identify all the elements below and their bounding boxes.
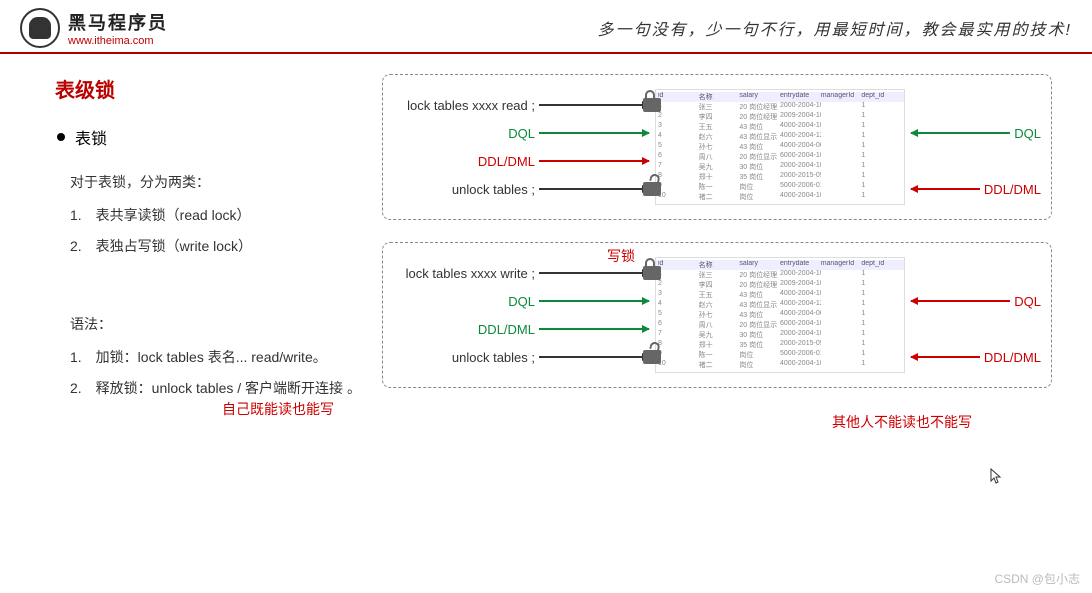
syntax-1: 1. 加锁：lock tables 表名... read/write。 (70, 342, 362, 373)
lock-closed-icon (638, 92, 666, 118)
cursor-icon (990, 468, 1002, 484)
right-column: lock tables xxxx read ; DQL DDL/DML unlo… (382, 74, 1052, 410)
arrow-icon (539, 272, 649, 274)
arrow-label: DDL/DML (389, 322, 539, 337)
arrow-icon (911, 132, 1010, 134)
arrow-label: DDL/DML (980, 350, 1041, 365)
arrow-icon (539, 328, 649, 330)
arrow-icon (911, 300, 1010, 302)
arrow-label: unlock tables ; (389, 350, 539, 365)
arrow-icon (539, 104, 649, 106)
arrow-label: DQL (1010, 126, 1041, 141)
arrow-icon (539, 132, 649, 134)
lock-closed-icon (638, 260, 666, 286)
data-table: id名称salaryentrydatemanagerIddept_id1张三20… (655, 257, 905, 373)
data-table: id名称salaryentrydatemanagerIddept_id1张三20… (655, 89, 905, 205)
arrow-label: DQL (389, 294, 539, 309)
arrow-label: DDL/DML (980, 182, 1041, 197)
lock-open-icon (638, 344, 666, 370)
arrow-label: lock tables xxxx write ; (389, 266, 539, 281)
annotation-right: 其他人不能读也不能写 (832, 412, 972, 432)
arrow-label: DQL (389, 126, 539, 141)
horse-logo-icon (20, 8, 60, 48)
page-header: 黑马程序员 www.itheima.com 多一句没有，少一句不行，用最短时间，… (0, 0, 1092, 54)
section-title: 表级锁 (55, 74, 362, 103)
arrow-icon (911, 356, 980, 358)
arrow-icon (539, 300, 649, 302)
annotation-left: 自己既能读也能写 (222, 399, 334, 419)
watermark: CSDN @包小志 (994, 570, 1080, 587)
left-column: 表级锁 表锁 对于表锁，分为两类： 1. 表共享读锁（read lock） 2.… (55, 74, 362, 410)
write-lock-diagram: lock tables xxxx write ; DQL DDL/DML unl… (382, 242, 1052, 388)
intro-text: 对于表锁，分为两类： (70, 167, 362, 198)
brand-name: 黑马程序员 (68, 9, 168, 35)
brand-url: www.itheima.com (68, 35, 168, 47)
syntax-heading: 语法： (70, 309, 362, 340)
logo: 黑马程序员 www.itheima.com (20, 8, 168, 48)
arrow-icon (539, 356, 649, 358)
lock-open-icon (638, 176, 666, 202)
header-slogan: 多一句没有，少一句不行，用最短时间，教会最实用的技术! (598, 16, 1072, 40)
arrow-icon (911, 188, 980, 190)
bullet-text: 表锁 (75, 125, 107, 149)
arrow-label: lock tables xxxx read ; (389, 98, 539, 113)
arrow-label: unlock tables ; (389, 182, 539, 197)
type-1: 1. 表共享读锁（read lock） (70, 200, 362, 231)
read-lock-diagram: lock tables xxxx read ; DQL DDL/DML unlo… (382, 74, 1052, 220)
type-2: 2. 表独占写锁（write lock） (70, 231, 362, 262)
bullet-icon (57, 133, 65, 141)
arrow-label: DQL (1010, 294, 1041, 309)
arrow-icon (539, 188, 649, 190)
arrow-label: DDL/DML (389, 154, 539, 169)
arrow-icon (539, 160, 649, 162)
